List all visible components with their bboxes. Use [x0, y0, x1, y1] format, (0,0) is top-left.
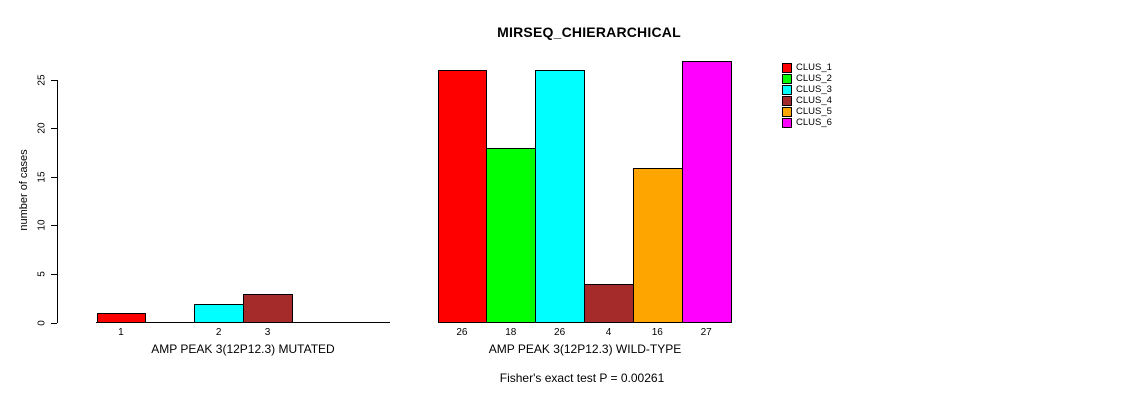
bar-value-label: 2	[215, 327, 222, 338]
clus_1-bar	[437, 70, 488, 323]
clus_3-bar	[194, 303, 245, 323]
y-tick-label: 15	[36, 171, 48, 183]
legend-item: CLUS_3	[782, 84, 832, 95]
legend-swatch-icon	[782, 73, 792, 84]
y-axis-label: number of cases	[18, 149, 30, 231]
xlabel-wildtype: AMP PEAK 3(12P12.3) WILD-TYPE	[488, 342, 682, 356]
bar-value-label: 1	[118, 327, 124, 338]
chart-title: MIRSEQ_CHIERARCHICAL	[497, 24, 681, 40]
y-tick-label: 5	[36, 271, 48, 277]
bar-value-label: 27	[700, 327, 712, 338]
clus_4-bar	[243, 293, 293, 323]
legend-swatch-icon	[782, 62, 792, 73]
clus_6-bar	[681, 60, 732, 323]
legend-label: CLUS_5	[796, 106, 832, 117]
y-tick-mark	[51, 176, 57, 178]
legend-item: CLUS_5	[782, 106, 832, 117]
legend-label: CLUS_1	[796, 62, 832, 73]
clus_2-bar	[486, 148, 537, 323]
clus_3-bar	[535, 70, 586, 323]
y-tick-label: 10	[36, 219, 48, 231]
y-tick-mark	[51, 79, 57, 81]
y-tick-mark	[51, 273, 57, 275]
legend-item: CLUS_1	[782, 62, 832, 73]
y-tick-label: 20	[36, 122, 48, 134]
y-tick-label: 25	[36, 73, 48, 86]
bar-value-label: 18	[505, 327, 517, 338]
legend-item: CLUS_4	[782, 95, 832, 106]
legend-swatch-icon	[782, 95, 792, 106]
legend-swatch-icon	[782, 117, 792, 128]
bar-value-label: 26	[554, 327, 566, 338]
legend-swatch-icon	[782, 106, 792, 117]
y-tick-label: 0	[36, 319, 48, 326]
legend-item: CLUS_6	[782, 117, 832, 128]
legend-label: CLUS_2	[796, 73, 832, 84]
legend-item: CLUS_2	[782, 73, 832, 84]
bar-value-label: 16	[651, 327, 663, 338]
bar-value-label: 3	[264, 327, 271, 338]
legend-label: CLUS_6	[796, 117, 832, 128]
legend-swatch-icon	[782, 84, 792, 95]
clus_5-bar	[632, 167, 683, 323]
xlabel-mutated: AMP PEAK 3(12P12.3) MUTATED	[151, 342, 335, 356]
y-tick-mark	[51, 225, 57, 227]
legend: CLUS_1 CLUS_2 CLUS_3 CLUS_4 CLUS_5 CLUS_6	[782, 62, 832, 128]
fisher-test-annotation: Fisher's exact test P = 0.00261	[499, 371, 665, 385]
y-tick-mark	[51, 128, 57, 130]
legend-label: CLUS_3	[796, 84, 832, 95]
clus_1-bar	[96, 313, 147, 323]
clus_4-bar	[584, 284, 634, 323]
bar-value-label: 26	[456, 327, 468, 338]
y-tick-mark	[51, 322, 57, 324]
y-axis-line	[57, 80, 58, 323]
bar-value-label: 4	[605, 327, 612, 338]
legend-label: CLUS_4	[796, 95, 832, 106]
